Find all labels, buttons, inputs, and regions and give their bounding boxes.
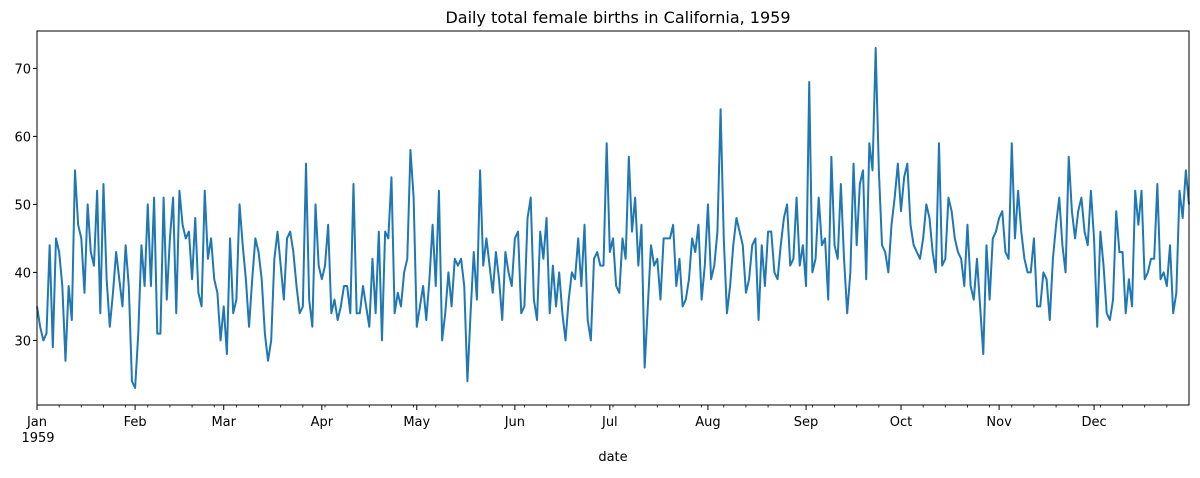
y-tick-label: 60 [14,130,31,145]
x-tick-label: Dec [1081,415,1106,430]
x-tick-label: Jul [601,415,618,430]
x-tick-label: Jun [504,415,525,430]
x-axis-label: date [598,450,627,465]
y-tick-label: 70 [14,62,31,77]
x-tick-label: Jan [26,415,47,430]
x-tick-label: May [403,415,430,430]
x-tick-label: Aug [695,415,720,430]
chart-title: Daily total female births in California,… [445,8,790,27]
y-tick-label: 40 [14,266,31,281]
x-tick-label: Apr [311,415,334,430]
series-line-0 [36,47,1190,389]
y-tick-label: 30 [14,334,31,349]
plot-area [36,47,1190,389]
x-tick-label: Oct [890,415,912,430]
x-tick-label: Mar [211,415,236,430]
x-tick-label: Sep [794,415,819,430]
x-tick-label: Feb [124,415,147,430]
y-tick-label: 50 [14,198,31,213]
x-tick-year-label: 1959 [21,431,54,446]
x-tick-label: Nov [986,415,1012,430]
